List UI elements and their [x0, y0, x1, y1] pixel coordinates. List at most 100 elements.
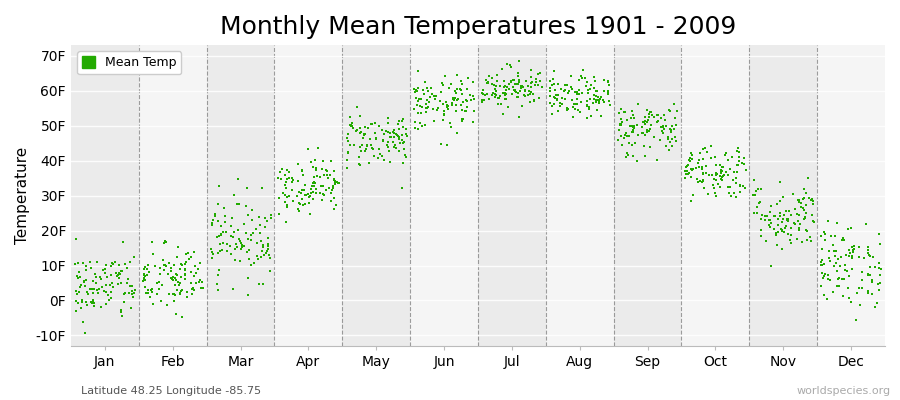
Point [304, 190, 319, 196]
Point [727, 190, 742, 196]
Point [511, 94, 526, 100]
Point [454, 78, 468, 84]
Point [600, 78, 615, 85]
Point [397, 146, 411, 153]
Point [647, 114, 662, 121]
Point [294, 190, 309, 196]
Point [798, 210, 813, 216]
Point [814, 262, 828, 268]
Point [770, 229, 785, 235]
Point [272, 211, 286, 217]
Point [636, 143, 651, 149]
Point [787, 220, 801, 227]
Point [77, 283, 92, 290]
Point [491, 94, 505, 101]
Point [295, 187, 310, 194]
Point [689, 176, 704, 182]
Point [698, 145, 712, 152]
Point [511, 90, 526, 96]
Point [817, 228, 832, 235]
Point [799, 189, 814, 196]
Point [117, 298, 131, 305]
Point [834, 237, 849, 244]
Point [344, 122, 358, 128]
Bar [207, 45, 274, 346]
Point [356, 142, 370, 148]
Point [597, 77, 611, 83]
Point [245, 207, 259, 214]
Point [802, 195, 816, 201]
Point [832, 262, 847, 269]
Point [860, 250, 875, 256]
Point [280, 166, 294, 173]
Point [650, 119, 664, 126]
Point [478, 92, 492, 98]
Point [377, 156, 392, 163]
Point [663, 139, 678, 146]
Point [153, 265, 167, 272]
Point [614, 116, 628, 122]
Point [348, 128, 363, 134]
Point [580, 87, 595, 93]
Point [158, 263, 173, 269]
Point [214, 231, 229, 237]
Point [474, 90, 489, 96]
Point [352, 154, 366, 160]
Text: Latitude 48.25 Longitude -85.75: Latitude 48.25 Longitude -85.75 [81, 386, 261, 396]
Point [580, 115, 595, 122]
Point [137, 276, 151, 282]
Point [231, 235, 246, 242]
Point [859, 221, 873, 227]
Point [164, 274, 178, 281]
Point [572, 90, 586, 97]
Point [113, 307, 128, 314]
Point [341, 150, 356, 156]
Point [723, 183, 737, 190]
Point [738, 184, 752, 191]
Point [654, 115, 669, 122]
Point [855, 276, 869, 283]
Point [506, 84, 520, 90]
Point [511, 73, 526, 80]
Point [587, 73, 601, 80]
Point [224, 232, 238, 239]
Point [561, 105, 575, 112]
Point [622, 122, 636, 129]
Point [75, 297, 89, 303]
Point [78, 330, 93, 336]
Point [589, 96, 603, 103]
Point [650, 112, 664, 118]
Point [524, 80, 538, 86]
Point [653, 137, 668, 143]
Point [68, 260, 82, 267]
Point [832, 276, 846, 282]
Point [714, 168, 728, 174]
Point [175, 274, 189, 280]
Point [611, 137, 625, 144]
Point [797, 194, 812, 201]
Point [309, 190, 323, 196]
Point [792, 199, 806, 206]
Point [487, 82, 501, 88]
Point [873, 272, 887, 278]
Point [74, 304, 88, 311]
Point [409, 87, 423, 93]
Point [549, 96, 563, 102]
Point [796, 216, 811, 222]
Point [184, 291, 199, 297]
Point [814, 257, 829, 263]
Point [626, 129, 640, 135]
Point [662, 125, 677, 132]
Point [464, 96, 478, 103]
Point [508, 81, 522, 87]
Point [145, 286, 159, 292]
Point [547, 94, 562, 100]
Point [753, 216, 768, 222]
Point [240, 274, 255, 281]
Point [237, 242, 251, 249]
Point [157, 262, 171, 268]
Point [704, 155, 718, 161]
Point [654, 124, 669, 131]
Point [531, 71, 545, 78]
Point [233, 238, 248, 244]
